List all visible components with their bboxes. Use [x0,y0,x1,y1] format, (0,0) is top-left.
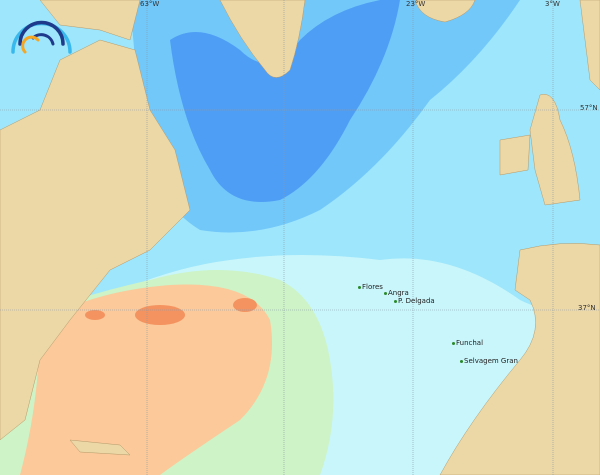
ocean-hot-spot [135,305,185,325]
ocean-hot-spot [233,298,257,312]
land-iberia-africa [439,243,600,475]
place-label: P. Delgada [398,297,435,305]
place-label: Angra [388,289,409,297]
place-marker-icon [452,341,455,345]
place-flores[interactable]: Flores [358,283,383,291]
ocean-warm-zone [20,284,272,475]
place-funchal[interactable]: Funchal [452,339,483,347]
place-marker-icon [460,359,463,363]
place-label: Flores [362,283,383,291]
land-ireland [499,134,531,176]
lon-label: 3°W [545,0,560,8]
land-iceland [414,0,476,23]
place-selvagem-grande[interactable]: Selvagem Gran [460,357,518,365]
place-marker-icon [394,299,397,303]
land-cuba [69,439,131,456]
ocean-deep-zone [170,0,400,202]
place-marker-icon [358,285,361,289]
lat-label: 37°N [578,304,596,312]
lon-label: 23°W [406,0,426,8]
land-baffin [39,0,141,41]
wave-arc-logo-icon [11,20,72,54]
ocean-hot-spot [85,310,105,320]
land-north-america [0,39,191,441]
place-label: Selvagem Gran [464,357,518,365]
lon-label: 63°W [140,0,160,8]
land-scandinavia [579,0,600,91]
lat-label: 57°N [580,104,598,112]
place-label: Funchal [456,339,484,347]
place-p-delgada[interactable]: P. Delgada [394,297,435,305]
place-marker-icon [384,291,387,295]
place-angra[interactable]: Angra [384,289,409,297]
land-great-britain [529,94,581,206]
